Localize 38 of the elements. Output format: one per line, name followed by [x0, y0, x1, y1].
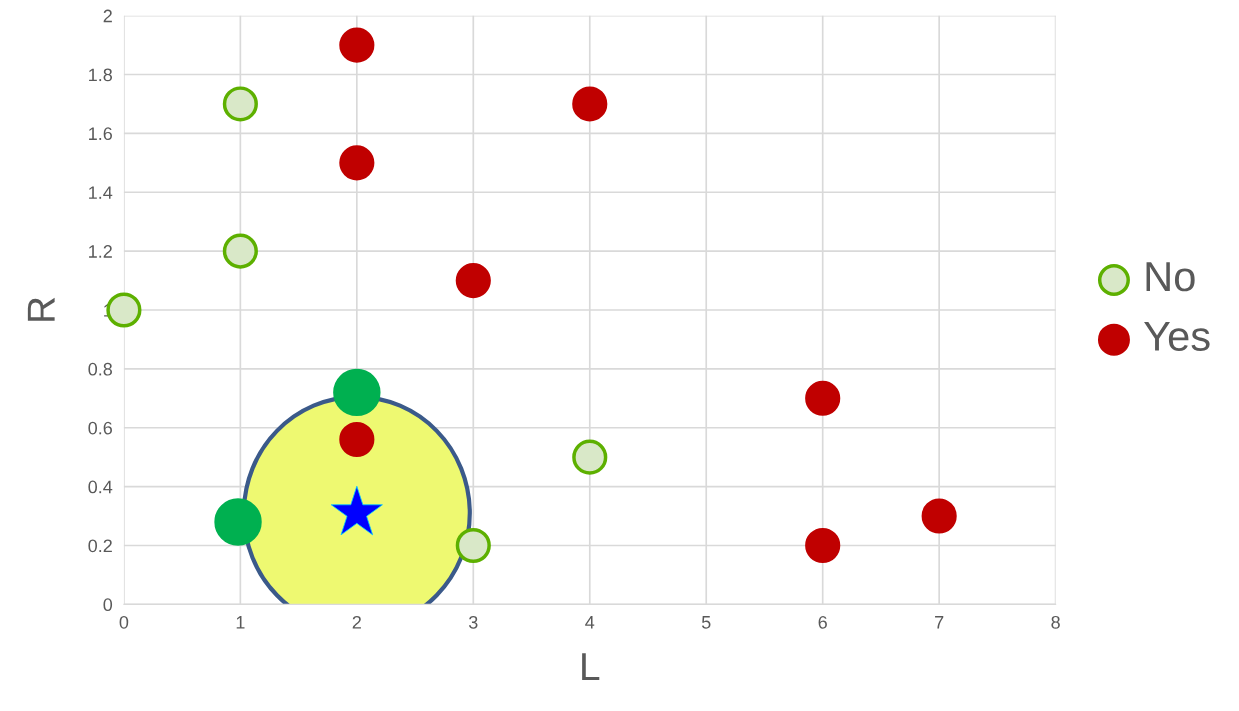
legend-label: Yes	[1144, 321, 1210, 352]
y-axis-title: R	[27, 297, 55, 321]
y-tick-label: 0.8	[88, 362, 113, 376]
y-tick-label: 0.2	[88, 539, 112, 553]
x-tick-label: 1	[236, 616, 245, 629]
x-tick-label: 7	[935, 616, 944, 629]
y-tick-label: 1.4	[89, 186, 113, 199]
y-tick-label: 2	[103, 9, 112, 23]
x-tick-label: 8	[1051, 615, 1060, 629]
point	[455, 262, 491, 299]
point	[339, 27, 375, 63]
y-tick-label: 1.8	[89, 68, 113, 82]
point	[339, 145, 375, 181]
x-axis-title: L	[582, 653, 600, 680]
y-tick-label: 0	[103, 598, 113, 612]
point	[222, 233, 258, 269]
x-tick-label: 5	[701, 616, 711, 629]
y-tick-label: 0.6	[88, 421, 112, 435]
point	[805, 527, 841, 564]
y-tick-label: 0.4	[88, 480, 113, 494]
point	[572, 439, 608, 475]
x-tick-label: 2	[352, 615, 361, 629]
point	[455, 527, 491, 564]
point	[106, 292, 142, 328]
x-tick-label: 0	[119, 615, 129, 629]
point	[572, 86, 608, 122]
y-tick-label: 1.6	[89, 127, 112, 141]
point	[805, 380, 841, 416]
point	[333, 368, 381, 417]
point	[214, 498, 262, 546]
x-tick-label: 4	[585, 616, 595, 629]
point	[921, 498, 957, 534]
y-tick-label: 1.2	[89, 245, 112, 258]
x-tick-label: 3	[468, 615, 478, 629]
legend-label: No	[1146, 262, 1195, 292]
point	[222, 86, 258, 122]
point	[339, 421, 375, 458]
x-tick-label: 6	[818, 615, 827, 629]
